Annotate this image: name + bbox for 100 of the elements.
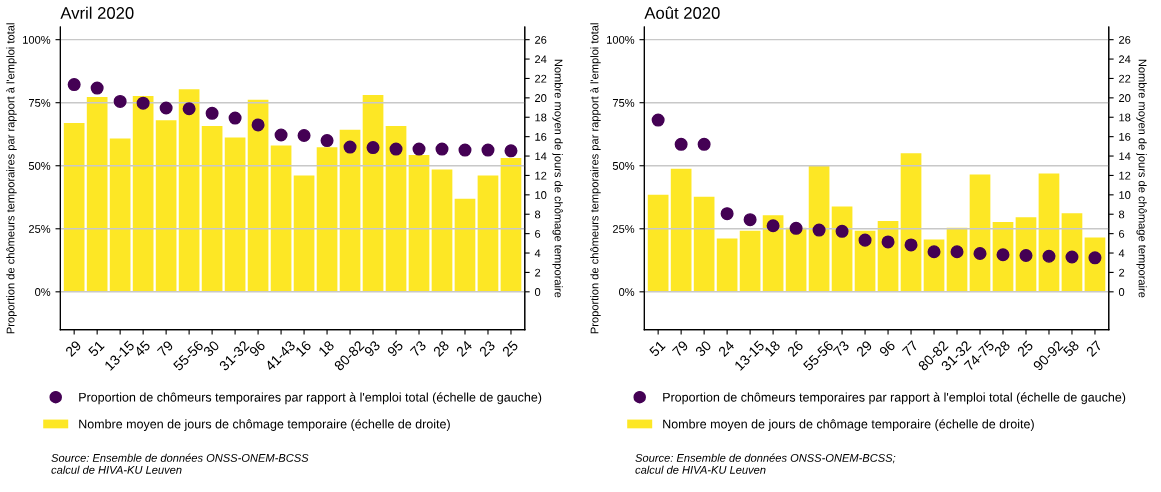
bar	[716, 238, 738, 292]
y2-tick-label: 18	[535, 113, 547, 122]
point	[297, 128, 311, 142]
y-tick-label: 0%	[619, 288, 635, 296]
x-tick-label: 27	[1085, 340, 1103, 357]
point	[458, 143, 472, 157]
y2-tick-label: 20	[1119, 94, 1131, 102]
point	[858, 233, 872, 247]
x-tick-label: 73	[832, 340, 850, 357]
y2-tick-label: 8	[1118, 210, 1125, 219]
y2-tick-label: 26	[1119, 35, 1131, 44]
x-tick-label: 18	[318, 340, 335, 357]
x-tick-label: 30	[694, 340, 712, 358]
point	[412, 142, 426, 156]
y2-tick-label: 0	[1118, 288, 1125, 296]
bar	[670, 168, 692, 292]
y2-tick-label: 8	[534, 210, 541, 219]
y2-tick-label: 22	[535, 74, 547, 83]
point	[950, 245, 964, 259]
x-tick-label: 51	[87, 340, 105, 358]
y2-tick-label: 12	[535, 171, 547, 180]
legend-label: Proportion de chômeurs temporaires par rapport à l'emploi total (échelle de gauche)	[79, 392, 542, 405]
point	[366, 141, 380, 155]
y2-tick-label: 10	[535, 191, 547, 199]
y2-tick-label: 2	[1119, 268, 1125, 277]
point	[136, 96, 150, 110]
bar	[270, 145, 292, 292]
x-tick-label: 45	[133, 340, 151, 358]
x-tick-label: 95	[386, 340, 404, 358]
point	[651, 113, 665, 127]
y2-tick-label: 24	[1119, 55, 1131, 64]
bar	[900, 153, 922, 292]
x-tick-label: 73	[409, 340, 427, 357]
y2-tick-label: 18	[1119, 113, 1131, 122]
y2-tick-label: 2	[535, 268, 541, 277]
y2-tick-label: 24	[535, 55, 547, 64]
bar	[500, 157, 522, 292]
bar	[477, 175, 499, 292]
bar	[785, 227, 807, 292]
point	[1019, 249, 1033, 263]
bar	[247, 99, 269, 292]
x-tick-label: 77	[901, 340, 919, 357]
point	[973, 246, 987, 260]
bar	[831, 206, 853, 292]
x-tick-label: 79	[671, 340, 689, 357]
x-tick-label: 16	[295, 340, 312, 357]
y-tick-label: 75%	[28, 99, 51, 107]
point	[766, 219, 780, 233]
bar	[1038, 173, 1060, 292]
y2-tick-label: 4	[534, 249, 541, 258]
y2-tick-label: 12	[1119, 171, 1131, 180]
y2-axis-title: Nombre moyen de jours de chômage temporaire	[1136, 59, 1147, 298]
y2-tick-label: 16	[535, 132, 547, 141]
x-tick-label: 30	[202, 340, 220, 358]
point	[67, 78, 81, 92]
chart-title: Avril 2020	[60, 6, 134, 19]
bar	[431, 169, 453, 292]
point	[1065, 250, 1079, 264]
bar	[647, 194, 669, 292]
bar	[155, 120, 177, 292]
y-tick-label: 100%	[23, 35, 51, 44]
bar	[201, 125, 223, 292]
x-tick-label: 51	[648, 340, 666, 358]
point	[182, 102, 196, 116]
y2-tick-label: 6	[1119, 229, 1125, 238]
point	[1042, 249, 1056, 263]
point	[674, 137, 688, 151]
point	[205, 106, 219, 120]
x-tick-label: 18	[764, 340, 781, 357]
point	[927, 245, 941, 259]
point	[904, 238, 918, 252]
y-tick-label: 100%	[607, 35, 635, 44]
bar	[969, 174, 991, 292]
y-tick-label: 25%	[28, 225, 51, 233]
point	[835, 224, 849, 238]
x-tick-label: 25	[501, 340, 519, 357]
y2-tick-label: 22	[1119, 74, 1131, 83]
x-tick-label: 28	[432, 340, 450, 357]
bar	[454, 198, 476, 292]
bar	[178, 89, 200, 292]
bar	[739, 230, 761, 292]
y2-tick-label: 16	[1119, 132, 1131, 141]
y-tick-label: 50%	[612, 162, 635, 170]
point	[90, 81, 104, 95]
bar	[693, 196, 715, 292]
point	[812, 223, 826, 237]
y2-tick-label: 0	[534, 288, 541, 296]
point	[881, 235, 895, 249]
bar	[293, 175, 315, 292]
bar	[362, 94, 384, 292]
y-tick-label: 0%	[35, 288, 51, 296]
point	[228, 111, 242, 125]
bar	[408, 155, 430, 292]
bar	[808, 165, 830, 292]
bar	[1015, 217, 1037, 292]
bar	[132, 95, 154, 292]
chart-title: Août 2020	[644, 6, 720, 19]
x-tick-label: 58	[1062, 340, 1080, 358]
x-tick-label: 24	[717, 339, 735, 357]
source-note: Source: Ensemble de données ONSS-ONEM-BCSS; calcul de HIVA-KU Leuven	[635, 453, 896, 474]
